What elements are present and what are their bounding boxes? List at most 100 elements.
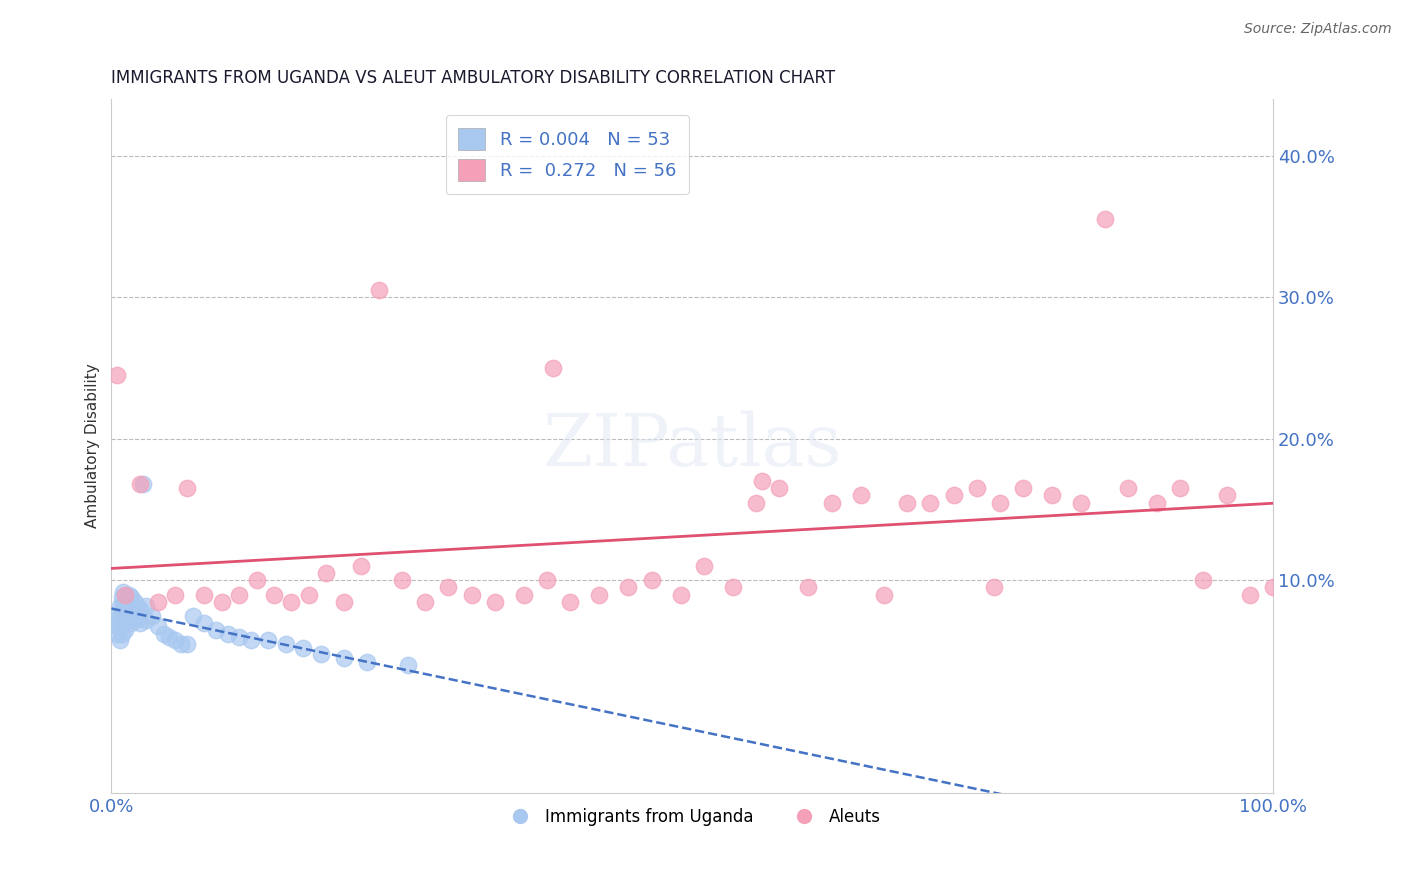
- Point: [159, 630, 181, 644]
- Point: [873, 588, 896, 602]
- Point: [111, 627, 134, 641]
- Point: [640, 574, 662, 588]
- Point: [108, 632, 131, 647]
- Point: [1070, 495, 1092, 509]
- Point: [125, 611, 148, 625]
- Point: [146, 618, 169, 632]
- Point: [292, 641, 315, 656]
- Point: [129, 615, 152, 630]
- Point: [849, 488, 872, 502]
- Point: [309, 647, 332, 661]
- Point: [983, 581, 1005, 595]
- Point: [280, 594, 302, 608]
- Point: [460, 588, 482, 602]
- Point: [536, 574, 558, 588]
- Point: [257, 632, 280, 647]
- Point: [617, 581, 640, 595]
- Point: [513, 588, 536, 602]
- Point: [966, 482, 988, 496]
- Point: [118, 588, 141, 602]
- Point: [356, 656, 378, 670]
- Point: [988, 495, 1011, 509]
- Point: [129, 601, 152, 615]
- Y-axis label: Ambulatory Disability: Ambulatory Disability: [86, 364, 100, 528]
- Point: [693, 559, 716, 574]
- Point: [228, 588, 250, 602]
- Point: [920, 495, 942, 509]
- Point: [165, 588, 187, 602]
- Point: [111, 613, 134, 627]
- Point: [669, 588, 692, 602]
- Point: [367, 283, 389, 297]
- Point: [205, 623, 228, 637]
- Point: [332, 651, 354, 665]
- Point: [350, 559, 373, 574]
- Point: [118, 599, 141, 613]
- Point: [141, 608, 163, 623]
- Point: [193, 588, 215, 602]
- Point: [228, 630, 250, 644]
- Point: [105, 608, 128, 623]
- Point: [165, 632, 187, 647]
- Point: [193, 615, 215, 630]
- Point: [105, 618, 128, 632]
- Point: [745, 495, 768, 509]
- Point: [120, 591, 142, 605]
- Point: [797, 581, 820, 595]
- Point: [108, 618, 131, 632]
- Point: [118, 613, 141, 627]
- Point: [1094, 212, 1116, 227]
- Point: [120, 615, 142, 630]
- Point: [437, 581, 460, 595]
- Point: [942, 488, 965, 502]
- Point: [132, 477, 155, 491]
- Legend: Immigrants from Uganda, Aleuts: Immigrants from Uganda, Aleuts: [496, 802, 887, 833]
- Point: [391, 574, 413, 588]
- Text: ZIPatlas: ZIPatlas: [543, 410, 842, 481]
- Point: [1146, 495, 1168, 509]
- Point: [751, 475, 773, 489]
- Point: [1012, 482, 1035, 496]
- Point: [135, 613, 157, 627]
- Point: [114, 598, 136, 612]
- Point: [721, 581, 744, 595]
- Point: [112, 598, 135, 612]
- Point: [125, 599, 148, 613]
- Point: [896, 495, 918, 509]
- Point: [111, 591, 134, 605]
- Point: [211, 594, 233, 608]
- Point: [1261, 581, 1284, 595]
- Text: IMMIGRANTS FROM UGANDA VS ALEUT AMBULATORY DISABILITY CORRELATION CHART: IMMIGRANTS FROM UGANDA VS ALEUT AMBULATO…: [111, 69, 835, 87]
- Point: [114, 588, 136, 602]
- Point: [112, 584, 135, 599]
- Point: [1168, 482, 1191, 496]
- Point: [120, 601, 142, 615]
- Point: [108, 608, 131, 623]
- Point: [170, 637, 193, 651]
- Point: [129, 477, 152, 491]
- Point: [315, 566, 337, 581]
- Point: [105, 368, 128, 383]
- Point: [768, 482, 790, 496]
- Point: [274, 637, 297, 651]
- Point: [820, 495, 842, 509]
- Point: [108, 599, 131, 613]
- Point: [413, 594, 436, 608]
- Point: [396, 658, 419, 673]
- Point: [135, 599, 157, 613]
- Point: [181, 608, 204, 623]
- Point: [1215, 488, 1237, 502]
- Point: [176, 482, 198, 496]
- Point: [560, 594, 582, 608]
- Point: [1239, 588, 1261, 602]
- Point: [239, 632, 262, 647]
- Point: [1040, 488, 1063, 502]
- Point: [1116, 482, 1139, 496]
- Point: [152, 627, 174, 641]
- Point: [263, 588, 285, 602]
- Point: [146, 594, 169, 608]
- Point: [114, 588, 136, 602]
- Point: [246, 574, 269, 588]
- Point: [112, 611, 135, 625]
- Point: [176, 637, 198, 651]
